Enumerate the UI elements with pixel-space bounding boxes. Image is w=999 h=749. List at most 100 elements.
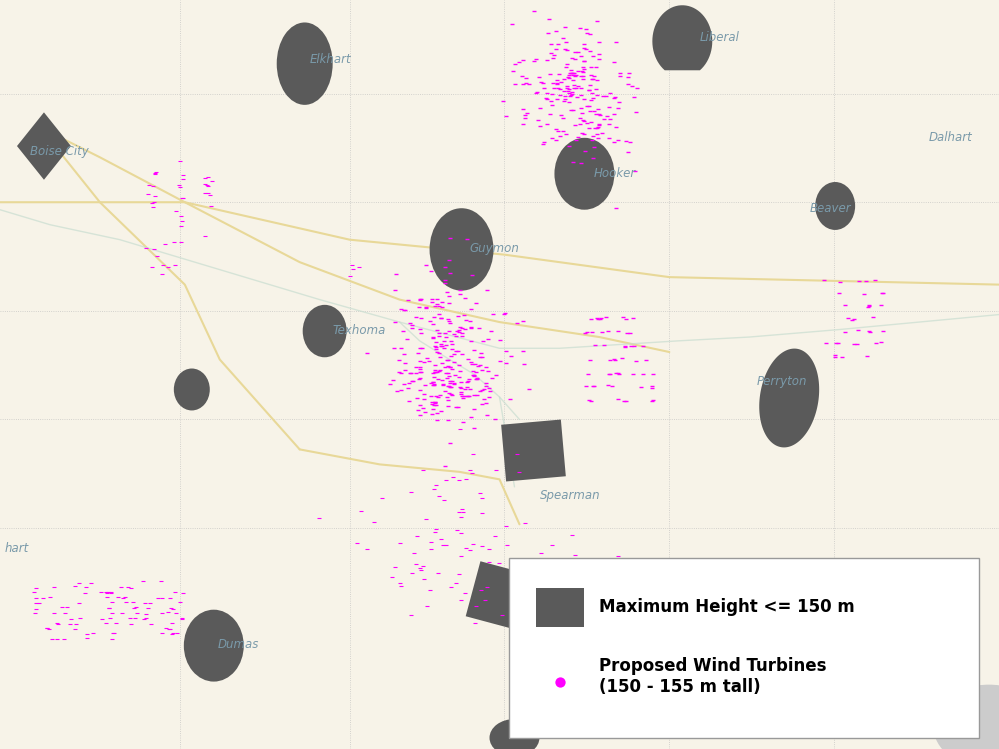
Point [464,357,480,369]
Point [634,368,650,380]
Point [157,237,173,249]
Point [431,567,447,579]
Point [417,407,433,419]
Point [850,324,866,336]
Text: Dalhart: Dalhart [929,131,973,145]
Point [201,180,217,192]
FancyBboxPatch shape [509,558,979,738]
Point [541,108,557,120]
Point [552,109,568,121]
Point [549,78,565,90]
Point [199,179,215,191]
Point [101,602,117,614]
Point [415,464,431,476]
Point [398,304,414,316]
Point [436,335,452,347]
Point [463,336,479,348]
Point [419,259,435,271]
Point [542,94,558,106]
Point [449,324,465,336]
Ellipse shape [303,305,347,357]
Point [458,542,474,554]
Point [552,676,568,688]
Point [409,392,425,404]
Point [424,390,440,402]
Point [403,367,419,379]
Point [403,486,419,498]
Point [834,351,850,363]
Point [616,395,632,407]
Point [587,606,603,618]
Point [604,380,620,392]
Point [540,633,556,645]
Point [556,601,572,613]
Point [437,461,453,473]
Point [155,259,171,271]
Point [472,360,488,372]
Point [174,613,190,625]
Point [581,79,597,91]
Point [816,274,832,286]
Point [164,617,180,629]
Point [464,321,480,333]
Point [115,592,131,604]
Point [464,303,480,315]
Point [122,613,138,625]
Point [582,354,598,366]
Point [587,339,603,351]
Point [125,596,141,608]
Point [588,74,604,86]
Point [360,347,376,359]
Point [628,106,644,118]
Point [525,4,541,16]
Point [424,293,440,305]
Point [102,613,118,625]
Point [554,112,570,124]
Point [861,300,877,312]
Point [556,94,572,106]
Point [548,76,564,88]
Text: hart: hart [5,542,29,555]
Point [520,78,536,90]
Point [446,356,462,368]
Point [507,58,523,70]
Point [412,355,428,367]
Point [429,344,445,356]
Point [480,284,496,296]
Point [434,312,450,324]
Point [606,353,622,365]
Point [644,395,660,407]
Point [79,632,95,644]
Point [866,273,882,285]
Point [395,325,411,337]
Point [561,82,577,94]
Point [575,38,591,50]
Point [466,403,482,415]
Point [565,79,581,91]
Point [611,70,627,82]
Point [578,43,594,55]
Point [610,325,626,337]
Point [591,109,607,121]
Point [433,389,449,401]
Point [461,389,477,401]
Point [165,627,181,639]
Point [439,354,455,366]
Point [542,46,558,58]
Point [576,55,592,67]
Point [412,363,428,375]
Point [585,152,601,164]
Point [875,287,891,299]
Point [609,393,625,405]
Point [828,337,844,349]
Point [442,325,458,337]
Point [439,539,455,551]
Point [450,524,466,536]
Point [588,108,604,120]
Point [463,322,479,334]
Point [588,83,604,95]
Point [596,339,612,351]
Point [830,287,846,299]
Point [454,550,470,562]
Point [67,623,83,635]
